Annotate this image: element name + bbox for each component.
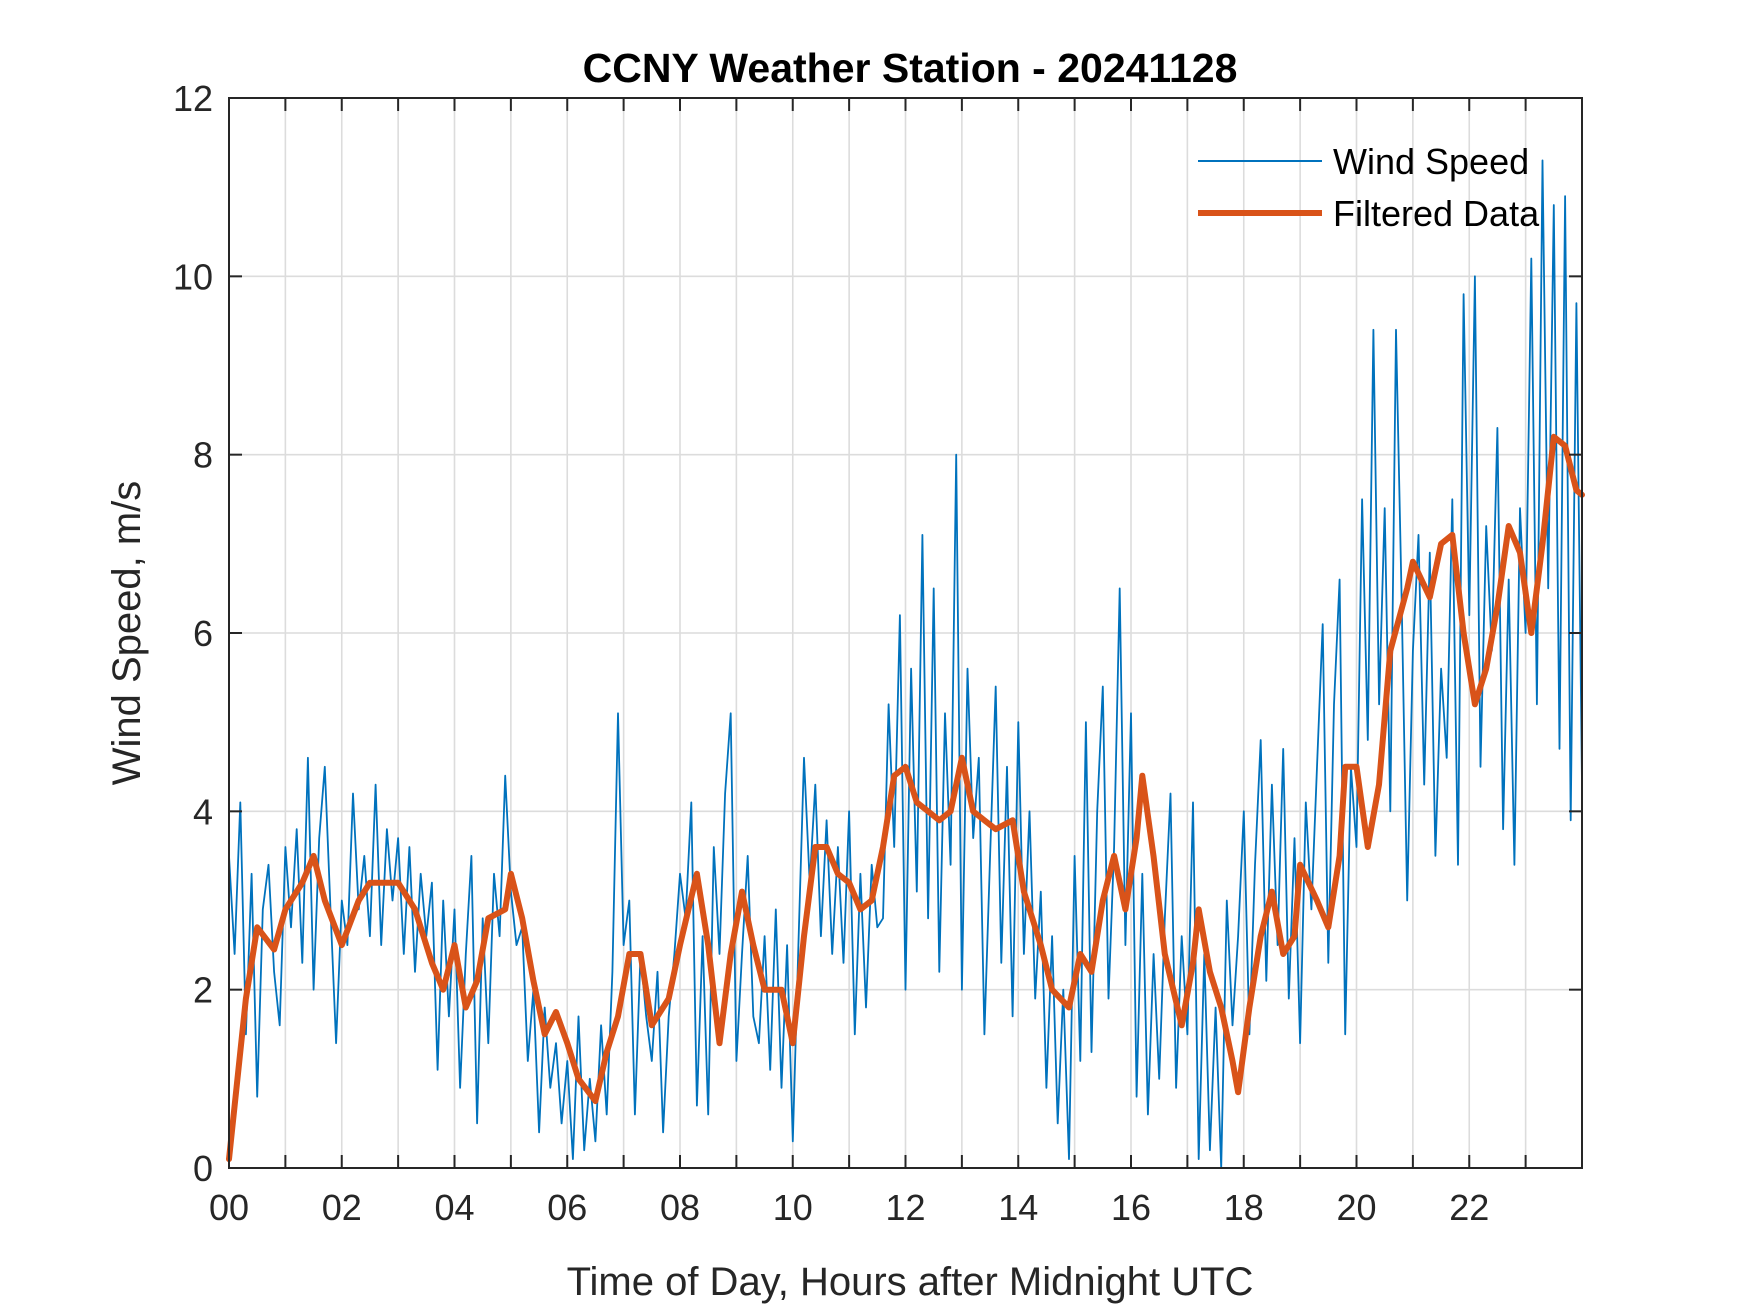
legend-label-filtered-data: Filtered Data <box>1333 193 1540 234</box>
x-tick-label: 06 <box>547 1187 587 1228</box>
y-axis-label: Wind Speed, m/s <box>105 481 149 786</box>
tick-marks <box>229 98 1582 1168</box>
x-tick-label: 08 <box>660 1187 700 1228</box>
y-tick-label: 6 <box>193 613 213 654</box>
legend-label-wind-speed: Wind Speed <box>1333 141 1529 182</box>
y-tick-label: 0 <box>193 1148 213 1189</box>
chart-title: CCNY Weather Station - 20241128 <box>583 45 1238 91</box>
y-tick-label: 4 <box>193 791 213 832</box>
x-tick-label: 04 <box>434 1187 474 1228</box>
y-tick-labels: 0 2 4 6 8 10 12 <box>173 78 213 1189</box>
x-tick-label: 18 <box>1224 1187 1264 1228</box>
x-tick-label: 20 <box>1336 1187 1376 1228</box>
x-tick-label: 16 <box>1111 1187 1151 1228</box>
legend-item-filtered-data[interactable]: Filtered Data <box>1198 193 1540 234</box>
x-tick-labels: 00 02 04 06 08 10 12 14 16 18 20 22 <box>209 1187 1489 1228</box>
x-tick-label: 10 <box>773 1187 813 1228</box>
legend-item-wind-speed[interactable]: Wind Speed <box>1198 141 1529 182</box>
x-tick-label: 12 <box>885 1187 925 1228</box>
series-layer <box>226 159 1585 1169</box>
x-axis-label: Time of Day, Hours after Midnight UTC <box>567 1260 1254 1304</box>
legend: Wind Speed Filtered Data <box>1198 141 1540 234</box>
x-tick-label: 22 <box>1449 1187 1489 1228</box>
series-line-wind-speed <box>228 159 1583 1169</box>
y-tick-label: 8 <box>193 435 213 476</box>
y-tick-label: 2 <box>193 970 213 1011</box>
y-tick-label: 10 <box>173 256 213 297</box>
y-tick-label: 12 <box>173 78 213 119</box>
x-tick-label: 02 <box>322 1187 362 1228</box>
series-line-filtered-data <box>226 433 1585 1163</box>
x-tick-label: 00 <box>209 1187 249 1228</box>
x-tick-label: 14 <box>998 1187 1038 1228</box>
